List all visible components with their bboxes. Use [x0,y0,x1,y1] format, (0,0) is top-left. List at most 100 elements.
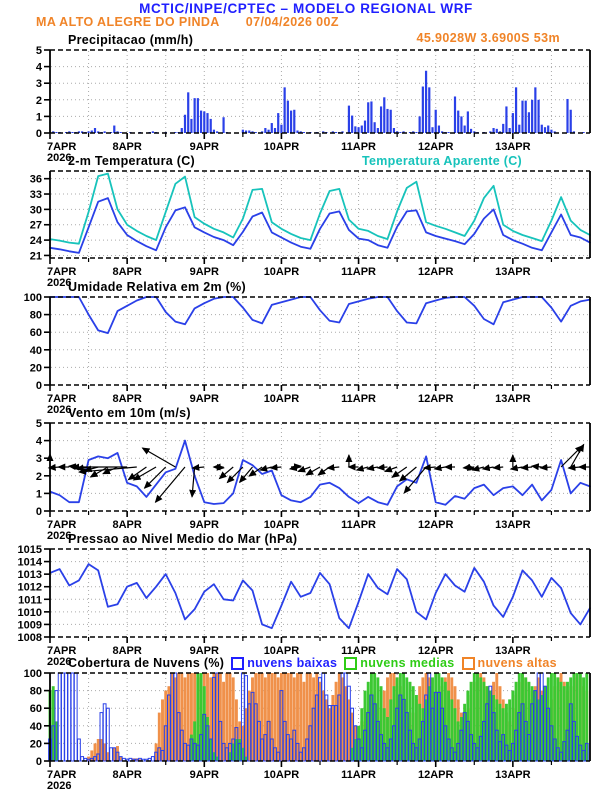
axis-label: 2026 [47,277,71,289]
axis-label: 10APR [264,393,300,405]
axis-label: 100 [24,668,42,680]
axis-label: 10APR [264,141,300,153]
axis-label: 9APR [190,141,219,153]
axis-label: 11APR [341,393,376,405]
axis-label: 2026 [47,780,71,792]
axis-label: 1 [36,111,42,123]
axis-label: 20 [30,738,42,750]
panel-title-temperature: 2-m Temperatura (C) [68,154,196,168]
axis-label: 10APR [264,645,300,657]
axis-label: 0 [36,756,42,768]
axis-label: 1015 [18,544,42,556]
axis-label: 7APR [47,519,76,531]
axis-label: 7APR [47,393,76,405]
axis-label: 12APR [418,519,454,531]
axis-label: 10APR [264,769,300,781]
panel-title-apparent-temperature: Temperatura Aparente (C) [362,154,523,168]
axis-label: 12APR [418,266,454,278]
axis-label: 9APR [190,645,219,657]
axis-label: 2026 [47,152,71,164]
axis-label: 5 [36,45,42,57]
page-title: MCTIC/INPE/CPTEC – MODELO REGIONAL WRF [139,1,473,16]
axis-label: 5 [36,418,42,430]
axis-label: 13APR [495,266,531,278]
axis-label: 1008 [18,632,42,644]
axis-label: 60 [30,327,42,339]
axis-label: 3 [36,78,42,90]
axis-label: 30 [30,204,42,216]
axis-label: 1013 [18,569,42,581]
legend-label-nuvens-medias: nuvens medias [360,656,455,670]
axis-label: 12APR [418,645,454,657]
axis-label: 1010 [18,607,42,619]
legend-label-nuvens-baixas: nuvens baixas [247,656,338,670]
axis-label: 13APR [495,141,531,153]
axis-label: 8APR [112,519,141,531]
legend-item-nuvens-altas: nuvens altas [461,656,557,670]
axis-label: 9APR [190,393,219,405]
axis-label: 11APR [341,266,376,278]
axis-label: 0 [36,380,42,392]
axis-label: 1012 [18,582,42,594]
axis-label: 2 [36,471,42,483]
axis-label: 7APR [47,266,76,278]
panel-title-clouds-row: Cobertura de Nuvens (%) nuvens baixas nu… [68,656,557,670]
axis-label: 1009 [18,619,42,631]
legend-item-nuvens-baixas: nuvens baixas [231,656,337,670]
axis-label: 11APR [341,645,376,657]
axis-label: 24 [30,235,43,247]
axis-label: 10APR [264,266,300,278]
panel-title-wind: Vento em 10m (m/s) [68,406,191,420]
axis-label: 8APR [112,645,141,657]
axis-label: 40 [30,345,42,357]
axis-label: 1014 [18,557,43,569]
legend-item-nuvens-medias: nuvens medias [344,656,454,670]
axis-label: 1 [36,488,42,500]
axis-label: 7APR [47,769,76,781]
axis-label: 11APR [341,141,376,153]
axis-label: 0 [36,128,42,140]
station-name: MA ALTO ALEGRE DO PINDA [36,15,220,29]
axis-label: 12APR [418,393,454,405]
axis-label: 1011 [18,594,42,606]
panel-title-pressure: Pressao ao Nivel Medio do Mar (hPa) [68,532,298,546]
axis-label: 4 [36,62,43,74]
axis-label: 9APR [190,266,219,278]
axis-label: 27 [30,220,42,232]
station-coordinates: 45.9028W 3.6900S 53m [416,31,560,45]
axis-label: 13APR [495,769,531,781]
axis-label: 8APR [112,266,141,278]
axis-label: 2026 [47,530,71,542]
axis-label: 8APR [112,769,141,781]
panel-title-humidity: Umidade Relativa em 2m (%) [68,280,246,294]
axis-label: 80 [30,686,42,698]
axis-label: 7APR [47,645,76,657]
axis-label: 80 [30,310,42,322]
panel-title-precipitation: Precipitacao (mm/h) [68,33,194,47]
axis-label: 2 [36,95,42,107]
axis-label: 13APR [495,645,531,657]
axis-label: 13APR [495,519,531,531]
axis-label: 21 [30,250,42,262]
axis-label: 9APR [190,769,219,781]
axis-label: 10APR [264,519,300,531]
axis-label: 7APR [47,141,76,153]
axis-label: 2026 [47,656,71,668]
high-clouds-legend-swatch [461,656,475,670]
axis-label: 4 [36,436,43,448]
axis-label: 33 [30,189,42,201]
legend-label-nuvens-altas: nuvens altas [477,656,557,670]
axis-label: 3 [36,453,42,465]
axis-label: 0 [36,506,42,518]
low-clouds-legend-swatch [231,656,245,670]
axis-label: 40 [30,721,42,733]
axis-label: 20 [30,362,42,374]
run-info: MA ALTO ALEGRE DO PINDA 07/04/2026 00Z [36,15,339,29]
